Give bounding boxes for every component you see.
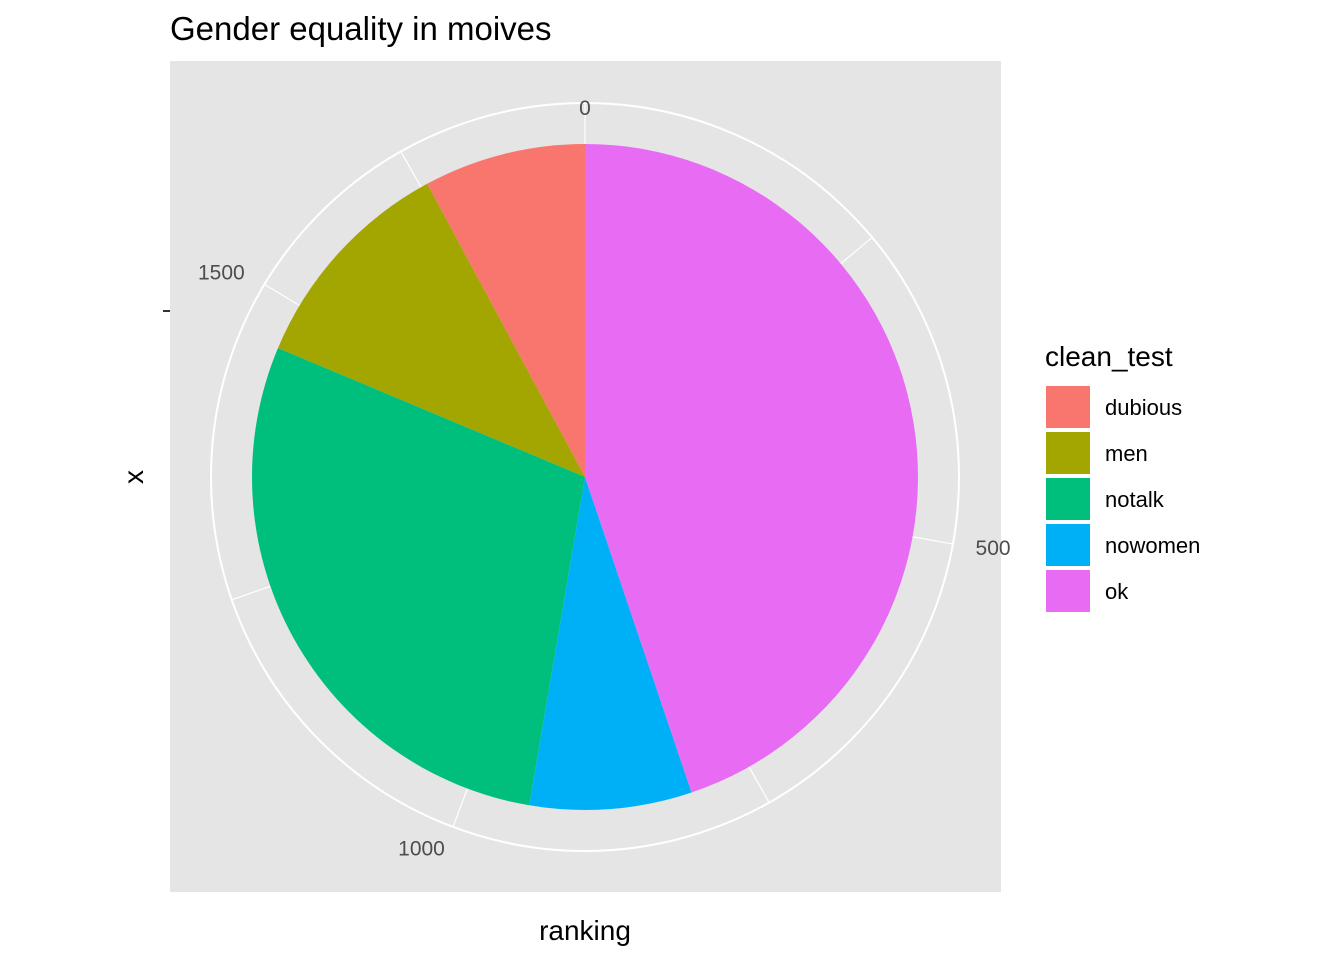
theta-tick-label: 1000 [398,837,445,860]
grid-spoke [400,151,422,188]
legend-key-notalk [1044,476,1092,522]
legend: dubious men notalk nowomen ok [1044,384,1200,614]
legend-label-ok: ok [1105,579,1129,604]
pie-slice-men [277,183,585,477]
legend-label-dubious: dubious [1105,395,1182,420]
grid-spoke [748,766,770,803]
grid-spoke [840,236,873,265]
grid-lines [210,102,960,852]
legend-key-dubious [1044,384,1092,430]
legend-label-nowomen: nowomen [1105,533,1200,558]
theta-tick-labels: 0 500 1000 1500 [198,97,1011,860]
pie-slices [251,144,919,810]
legend-key-men [1044,430,1092,476]
grid-spoke [264,283,300,306]
chart-title: Gender equality in moives [170,10,552,47]
pie-slice-notalk [251,348,585,806]
x-axis-title: ranking [539,915,631,946]
legend-title: clean_test [1045,341,1173,372]
pie-slice-ok [585,144,919,793]
theta-tick-label: 500 [976,537,1011,560]
legend-label-men: men [1105,441,1148,466]
legend-label-notalk: notalk [1105,487,1165,512]
grid-spoke [452,788,469,828]
legend-key-nowomen [1044,522,1092,568]
theta-tick-label: 0 [579,97,591,120]
y-axis-title: x [118,470,149,484]
pie-slice-nowomen [529,477,692,810]
grid-spoke [231,585,271,601]
theta-tick-label: 1500 [198,262,245,285]
legend-key-ok [1044,568,1092,614]
grid-spoke [912,536,954,545]
pie-slice-dubious [427,144,585,477]
